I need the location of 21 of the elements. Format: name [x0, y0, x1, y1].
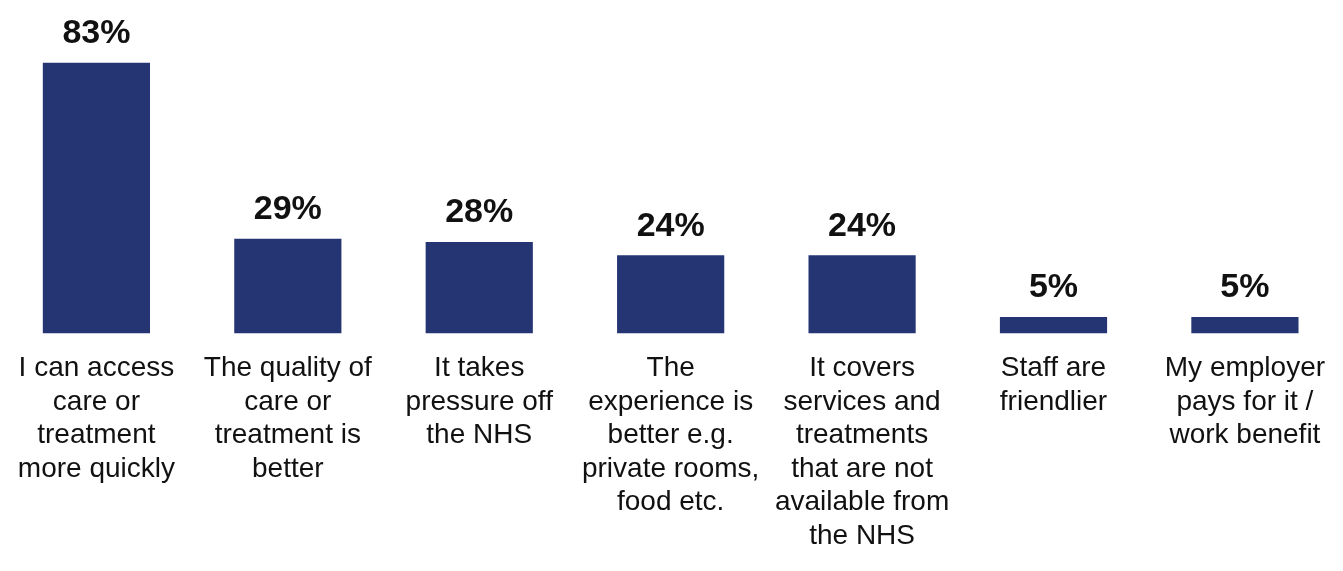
x-tick-label: The experience is better e.g. private rooms, food etc.: [581, 350, 760, 517]
bar: [1191, 317, 1299, 334]
bar: [617, 255, 725, 334]
data-label: 24%: [636, 204, 705, 243]
bar: [999, 317, 1108, 334]
x-tick-label: Staff are friendlier: [999, 350, 1108, 416]
data-label: 83%: [62, 12, 131, 51]
data-label: 28%: [445, 191, 514, 230]
data-label: 29%: [253, 188, 322, 227]
x-tick-label: My employer pays for it / work benefit: [1164, 350, 1326, 450]
bar: [42, 62, 151, 334]
data-label: 24%: [828, 204, 897, 243]
bar: [425, 242, 533, 334]
bar: [808, 255, 916, 334]
x-tick-label: The quality of care or treatment is better: [203, 350, 373, 483]
x-tick-label: I can access care or treatment more quickly: [17, 350, 175, 483]
x-tick-label: It covers services and treatments that are not available from the NHS: [774, 350, 950, 550]
data-label: 5%: [1220, 266, 1270, 305]
data-label: 5%: [1028, 266, 1079, 305]
x-tick-label: It takes pressure off the NHS: [405, 350, 554, 450]
bar: [234, 238, 342, 334]
